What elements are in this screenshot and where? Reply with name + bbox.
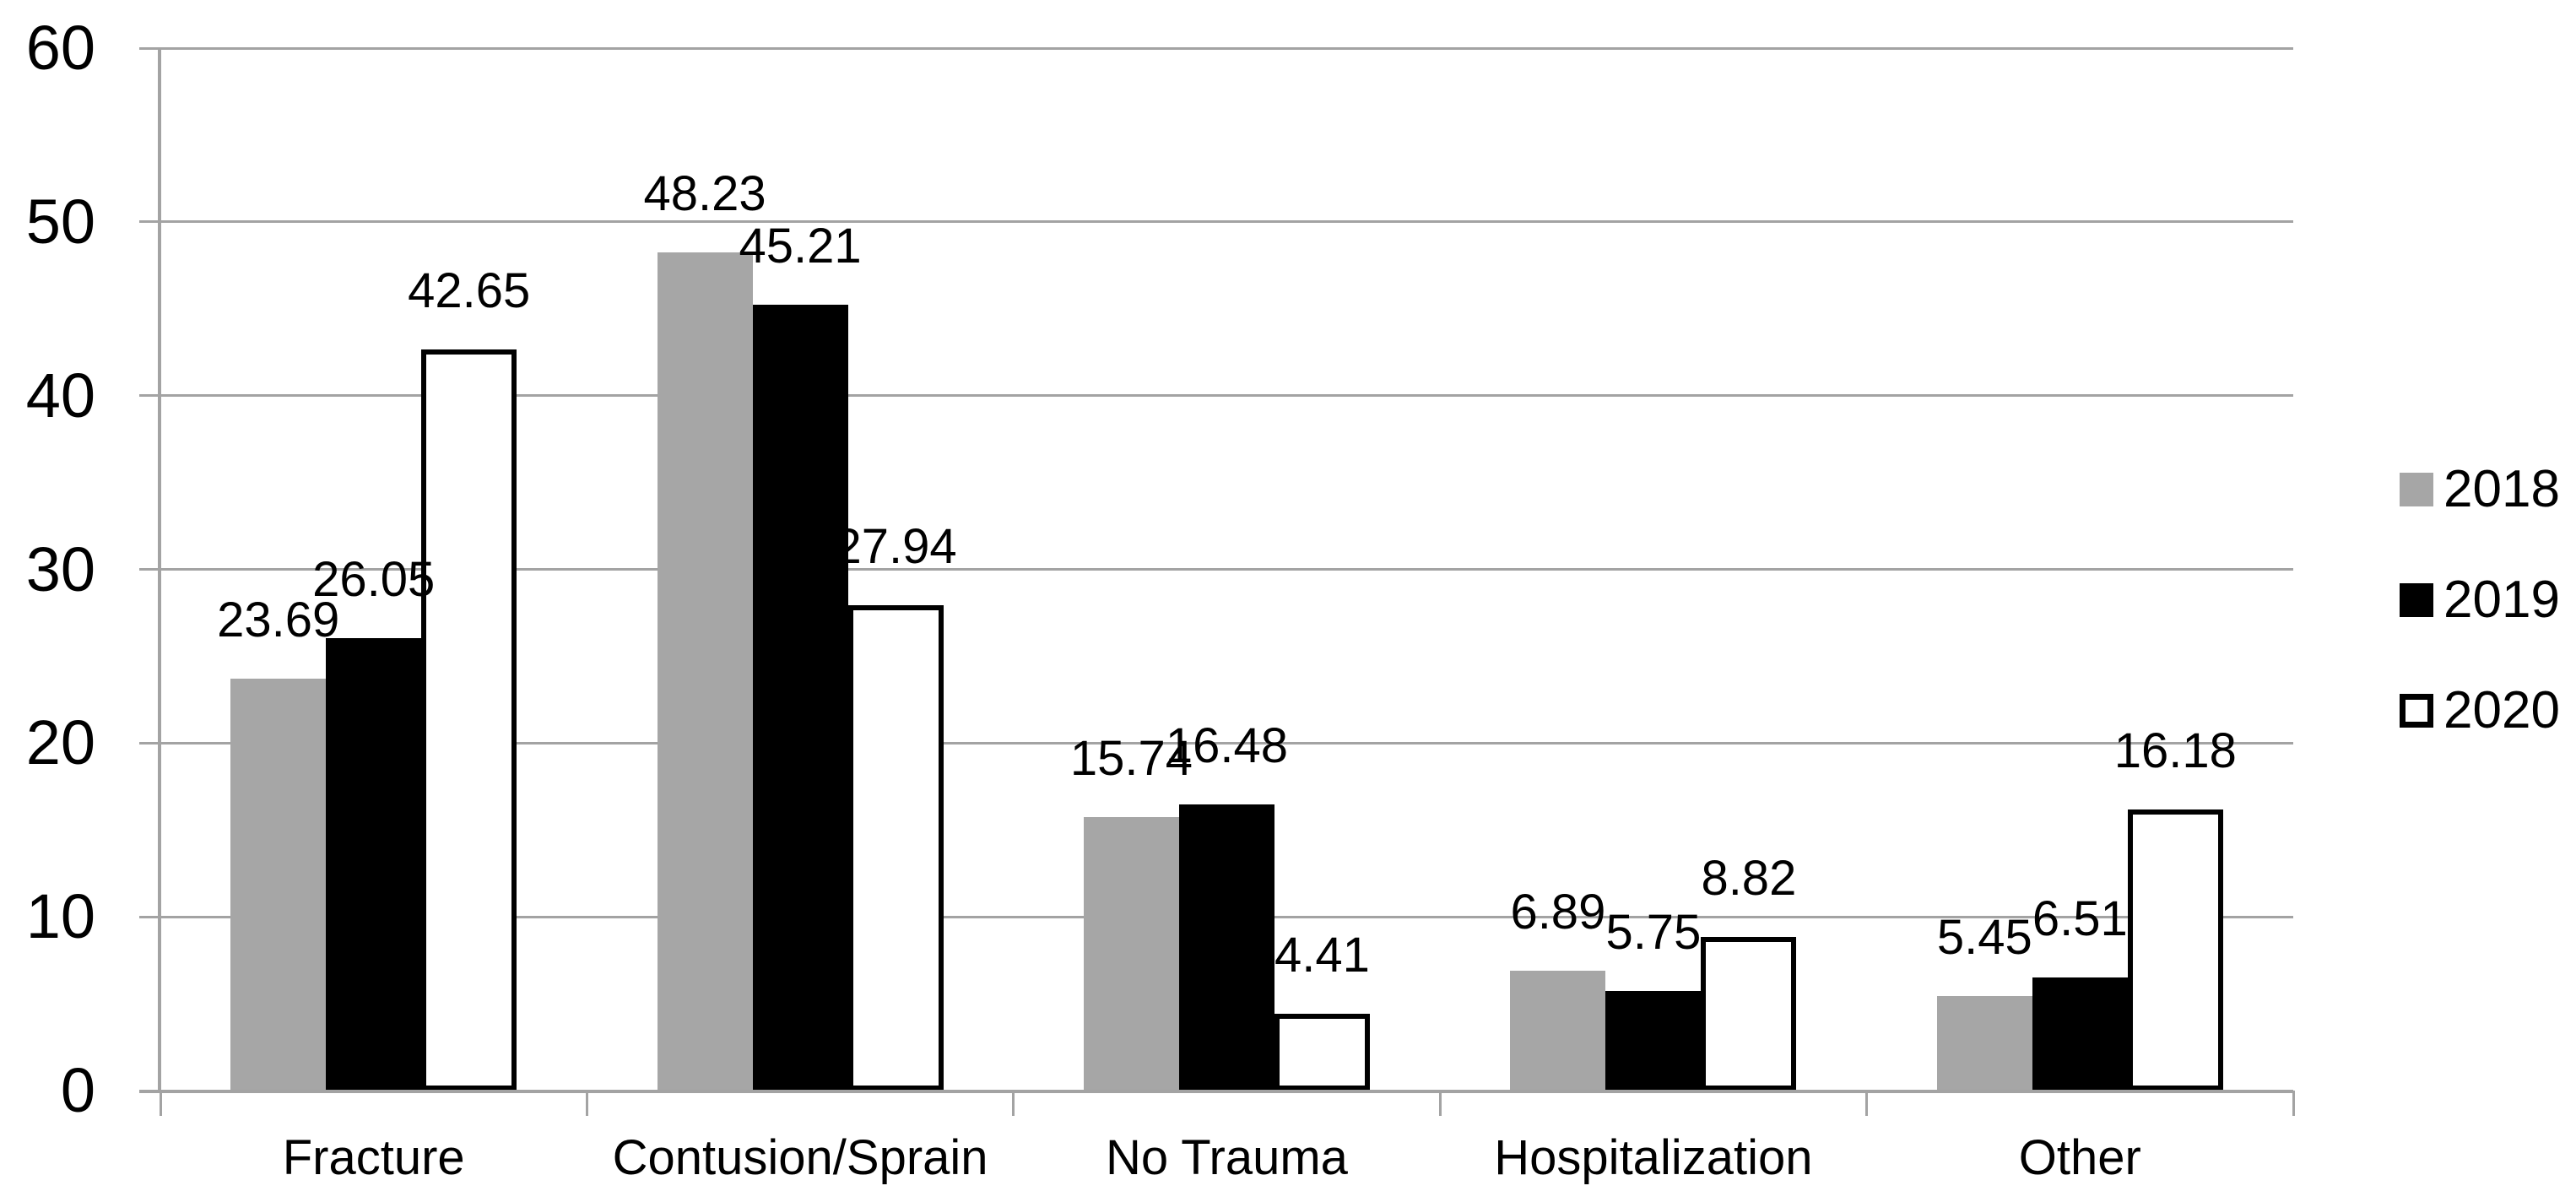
bar-2019-no-trauma xyxy=(1179,804,1274,1091)
bar-2020-contusion-sprain xyxy=(847,604,944,1091)
x-axis-tick xyxy=(585,1091,588,1116)
y-axis-line xyxy=(158,48,161,1091)
legend-item-2018: 2018 xyxy=(2400,463,2560,517)
data-label: 6.51 xyxy=(2032,891,2128,947)
data-label: 42.65 xyxy=(408,263,531,319)
data-label: 45.21 xyxy=(739,219,862,274)
data-label: 15.74 xyxy=(1069,731,1193,787)
x-axis-tick xyxy=(1865,1091,1869,1116)
legend-label: 2018 xyxy=(2443,460,2560,518)
legend-label: 2019 xyxy=(2443,571,2560,629)
bar-2018-hospitalization xyxy=(1510,971,1606,1091)
category-label-hospitalization: Hospitalization xyxy=(1494,1130,1813,1185)
x-axis-tick xyxy=(1012,1091,1015,1116)
legend-label: 2020 xyxy=(2443,681,2560,739)
y-axis-tick-label: 50 xyxy=(25,186,95,257)
y-axis-tick-label: 20 xyxy=(25,707,95,778)
bar-2018-no-trauma xyxy=(1084,817,1179,1091)
y-axis-tick-label: 60 xyxy=(25,13,95,83)
gridline xyxy=(139,220,2293,224)
gridline xyxy=(139,741,2293,744)
data-label: 16.18 xyxy=(2113,723,2237,778)
data-label: 27.94 xyxy=(834,518,957,574)
data-label: 5.75 xyxy=(1605,904,1702,960)
y-axis-tick-label: 10 xyxy=(25,881,95,952)
bar-2019-fracture xyxy=(326,637,422,1091)
bar-2018-other xyxy=(1936,995,2032,1091)
gridline xyxy=(139,394,2293,398)
x-axis-line xyxy=(139,1089,2293,1093)
data-label: 48.23 xyxy=(643,166,766,222)
bar-2019-contusion-sprain xyxy=(752,305,848,1091)
gridline xyxy=(139,568,2293,571)
bar-2020-other xyxy=(2127,809,2223,1091)
category-label-no-trauma: No Trauma xyxy=(1106,1130,1348,1185)
x-axis-tick xyxy=(159,1091,162,1116)
y-axis-tick-label: 40 xyxy=(25,360,95,430)
data-label: 8.82 xyxy=(1701,851,1797,907)
legend-swatch-icon xyxy=(2400,583,2433,617)
data-label: 4.41 xyxy=(1274,928,1370,983)
gridline xyxy=(139,46,2293,50)
legend-swatch-icon xyxy=(2400,473,2433,506)
bar-2020-fracture xyxy=(421,349,517,1091)
data-label: 16.48 xyxy=(1165,717,1289,773)
data-label: 5.45 xyxy=(1936,909,2032,965)
y-axis-tick-label: 30 xyxy=(25,533,95,604)
category-label-other: Other xyxy=(2018,1130,2141,1185)
bar-2018-contusion-sprain xyxy=(657,252,753,1091)
legend-item-2020: 2020 xyxy=(2400,684,2560,738)
plot-area: 23.69 26.05 42.65 48.23 45.21 27.94 15.74 16.48… xyxy=(139,46,2295,1116)
bar-2018-fracture xyxy=(230,679,327,1091)
data-label: 6.89 xyxy=(1510,885,1606,940)
legend-item-2019: 2019 xyxy=(2400,573,2560,627)
data-label: 26.05 xyxy=(312,551,436,607)
data-label: 23.69 xyxy=(217,593,340,648)
category-label-contusion-sprain: Contusion/Sprain xyxy=(612,1130,988,1185)
x-axis-tick xyxy=(2292,1091,2295,1116)
category-label-fracture: Fracture xyxy=(282,1130,465,1185)
bar-2019-hospitalization xyxy=(1605,990,1702,1091)
x-axis-tick xyxy=(1438,1091,1442,1116)
bar-2019-other xyxy=(2032,977,2128,1091)
bar-2020-no-trauma xyxy=(1274,1014,1370,1091)
legend-swatch-icon xyxy=(2400,694,2433,728)
y-axis-tick-label: 0 xyxy=(60,1055,95,1125)
bar-2020-hospitalization xyxy=(1701,937,1797,1091)
